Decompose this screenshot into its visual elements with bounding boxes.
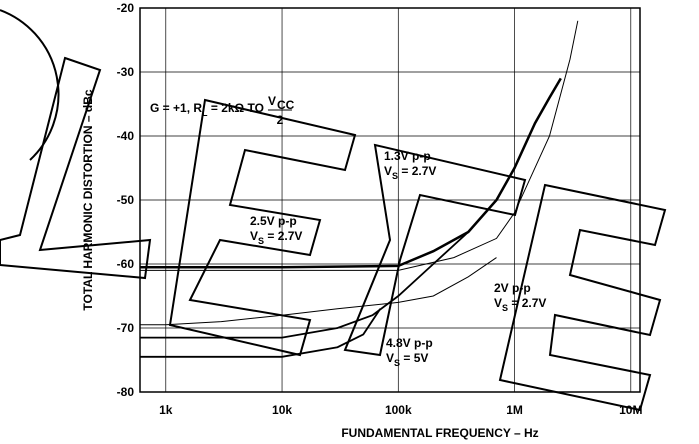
text-part: V — [386, 351, 394, 365]
text-part: = 2.7V — [398, 164, 436, 178]
text-part: = 5V — [400, 351, 428, 365]
annotation-text: 2V p-p — [494, 281, 531, 295]
y-tick-label: -40 — [117, 129, 135, 143]
text-part: = 2.7V — [264, 229, 302, 243]
subscript: L — [202, 108, 208, 118]
subscript: S — [394, 358, 400, 368]
y-tick-label: -70 — [117, 321, 135, 335]
data-line — [140, 257, 497, 326]
x-tick-label: 10M — [619, 403, 642, 417]
y-tick-label: -50 — [117, 193, 135, 207]
text-part: 2V p-p — [494, 281, 531, 295]
decoration — [0, 9, 60, 161]
subscript: S — [502, 303, 508, 313]
text-part: = 2kΩ TO — [208, 101, 264, 115]
x-tick-label: 1M — [506, 403, 523, 417]
x-tick-label: 10k — [272, 403, 292, 417]
text-part: 1.3V p-p — [384, 149, 431, 163]
annotation: 4.8V p-pVS​ = 5V — [386, 336, 433, 368]
annotation-text: 4.8V p-p — [386, 336, 433, 350]
annotation-text: 1.3V p-p — [384, 149, 431, 163]
y-tick-label: -60 — [117, 257, 135, 271]
decoration — [343, 143, 527, 357]
annotation: 2V p-pVS​ = 2.7V — [494, 281, 546, 313]
data-line — [140, 20, 579, 271]
text-part: V — [384, 164, 392, 178]
y-axis-title: TOTAL HARMONIC DISTORTION – dBc — [81, 89, 95, 310]
data-line — [140, 308, 382, 358]
text-part: 2.5V p-p — [250, 214, 297, 228]
y-tick-label: -20 — [117, 1, 135, 15]
x-tick-label: 100k — [385, 403, 412, 417]
data-line — [140, 231, 469, 339]
fraction-top: V — [268, 94, 276, 108]
y-tick-label: -80 — [117, 385, 135, 399]
text-part: G = +1, R — [150, 101, 202, 115]
annotation-text: 2.5V p-p — [250, 214, 297, 228]
annotation-text: VS​ = 2.7V — [250, 229, 302, 246]
annotation: 1.3V p-pVS​ = 2.7V — [384, 149, 436, 181]
annotation: 2.5V p-pVS​ = 2.7V — [250, 214, 302, 246]
decoration — [498, 183, 667, 412]
text-part: = 2.7V — [508, 296, 546, 310]
subscript: S — [392, 171, 398, 181]
x-axis-title: FUNDAMENTAL FREQUENCY – Hz — [341, 426, 538, 440]
annotation-text: G = +1, RL​ = 2kΩ TO — [150, 101, 264, 118]
fraction-bottom: 2 — [277, 113, 284, 127]
text-part: V — [250, 229, 258, 243]
text-part: 4.8V p-p — [386, 336, 433, 350]
subscript: S — [258, 236, 264, 246]
fraction-sub: CC — [277, 98, 295, 112]
annotation-text: VS​ = 2.7V — [494, 296, 546, 313]
annotation-text: VS​ = 5V — [386, 351, 428, 368]
x-tick-label: 1k — [159, 403, 173, 417]
y-tick-label: -30 — [117, 65, 135, 79]
annotation-text: VS​ = 2.7V — [384, 164, 436, 181]
decoration — [0, 56, 152, 280]
decoration — [168, 98, 357, 357]
text-part: V — [494, 296, 502, 310]
